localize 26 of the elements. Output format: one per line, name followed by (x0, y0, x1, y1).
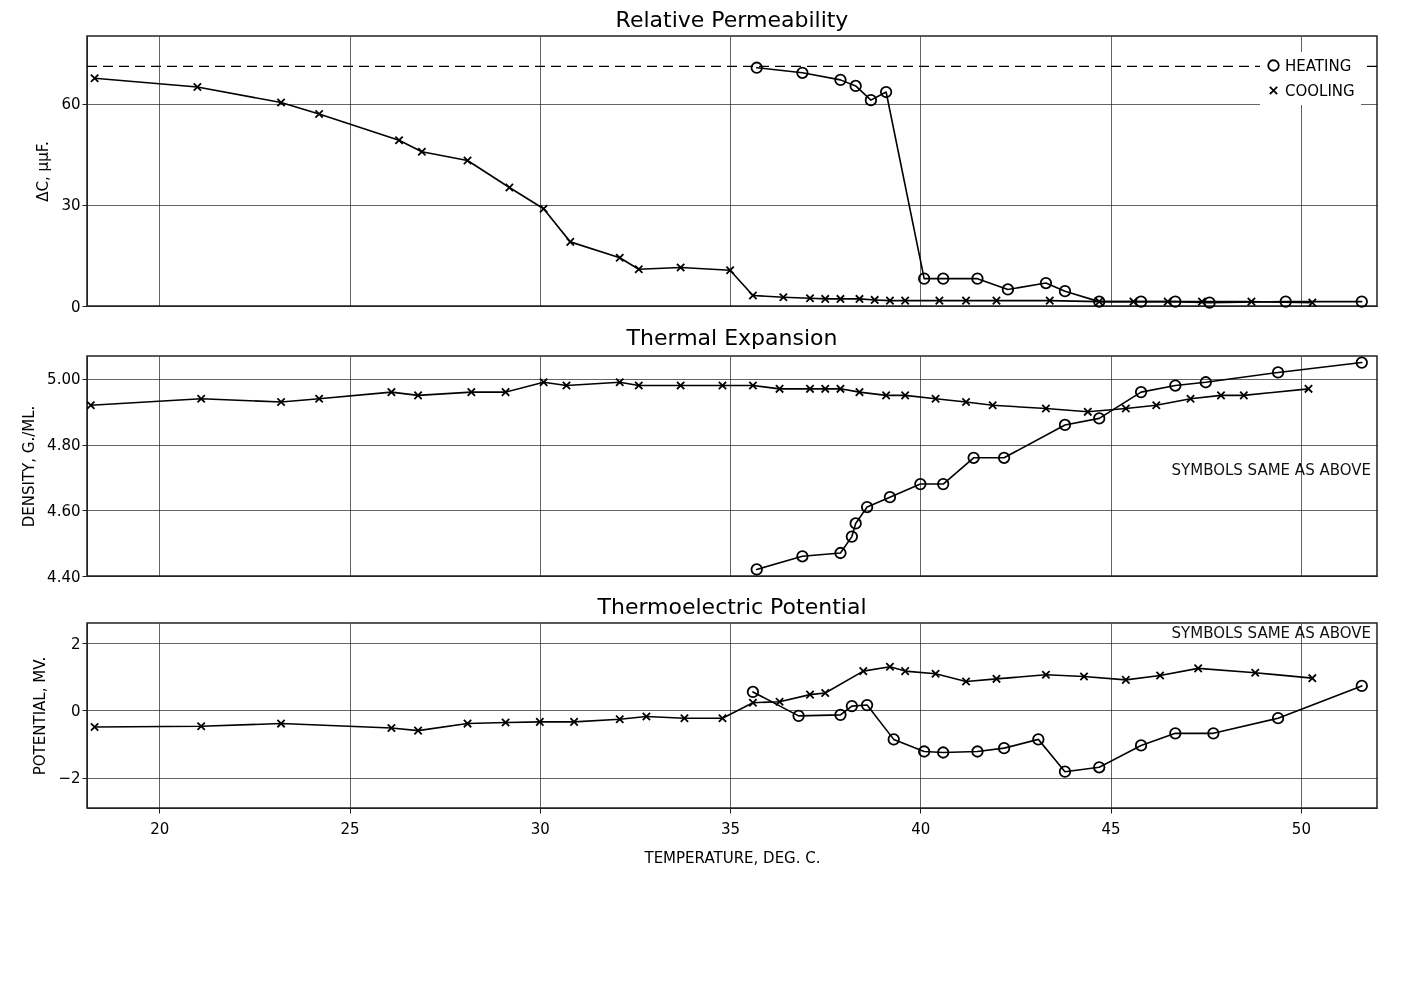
x-tick-label: 50 (1291, 819, 1311, 838)
y-tick-label: 5.00 (47, 370, 81, 389)
x-tick-label: 20 (150, 819, 170, 838)
y-tick-label: 2 (70, 634, 81, 653)
y-axis-title: POTENTIAL, MV. (31, 656, 50, 776)
y-tick-label: 60 (61, 95, 81, 113)
legend-label: HEATING (1285, 56, 1352, 75)
y-tick-label: 4.80 (47, 436, 81, 455)
y-tick-label: 4.40 (47, 567, 81, 586)
x-tick-label: 35 (721, 819, 741, 838)
x-tick-label: 40 (911, 819, 931, 838)
chart-title: Thermal Expansion (625, 324, 838, 350)
legend-label: COOLING (1285, 81, 1355, 100)
y-axis-title: ΔC, μμF. (34, 141, 53, 202)
y-tick-label: 30 (61, 196, 81, 215)
x-tick-label: 30 (530, 819, 550, 838)
chart-title: Thermoelectric Potential (596, 594, 867, 619)
y-axis-title: DENSITY, G./ML. (20, 405, 39, 528)
y-tick-label: −2 (58, 769, 81, 788)
y-tick-label: 4.60 (47, 501, 81, 520)
x-tick-label: 25 (340, 819, 360, 838)
x-tick-label: 45 (1101, 819, 1121, 838)
x-axis-title: TEMPERATURE, DEG. C. (643, 848, 821, 867)
y-tick-label: 0 (70, 701, 81, 720)
chart-title: Relative Permeability (615, 7, 849, 32)
y-tick-label: 0 (70, 297, 81, 316)
